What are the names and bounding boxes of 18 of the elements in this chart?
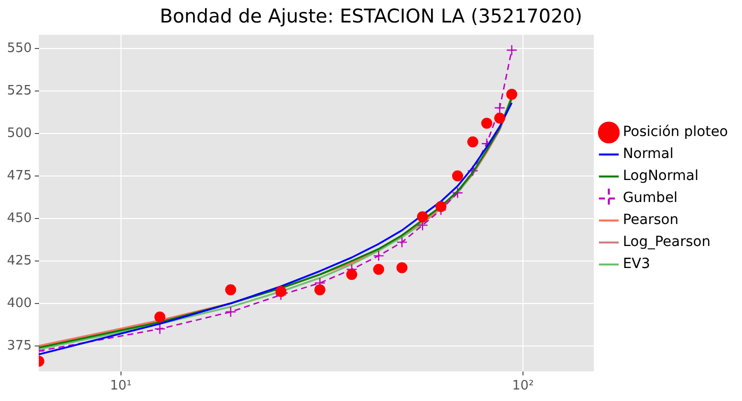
legend-label: Log_Pearson	[622, 234, 710, 250]
x-tick-label: 10¹	[110, 378, 132, 394]
y-tick-label: 375	[6, 338, 32, 354]
y-tick-label: 475	[6, 168, 32, 184]
legend-label: Normal	[622, 146, 674, 162]
legend-label: Posición ploteo	[622, 124, 728, 140]
y-tick-label: 500	[6, 126, 32, 141]
x-tick-label: 10²	[512, 378, 534, 394]
legend-label: EV3	[622, 256, 650, 272]
y-tick-label: 550	[6, 40, 32, 56]
y-tick-label: 450	[6, 210, 32, 226]
legend-label: Pearson	[622, 212, 678, 228]
chart-title: Bondad de Ajuste: ESTACION LA (35217020)	[160, 5, 582, 28]
y-tick-label: 400	[6, 296, 32, 311]
legend-label: LogNormal	[622, 168, 698, 184]
y-tick-label: 525	[6, 83, 32, 98]
y-tick-label: 425	[6, 253, 32, 268]
legend-label: Gumbel	[622, 190, 678, 206]
